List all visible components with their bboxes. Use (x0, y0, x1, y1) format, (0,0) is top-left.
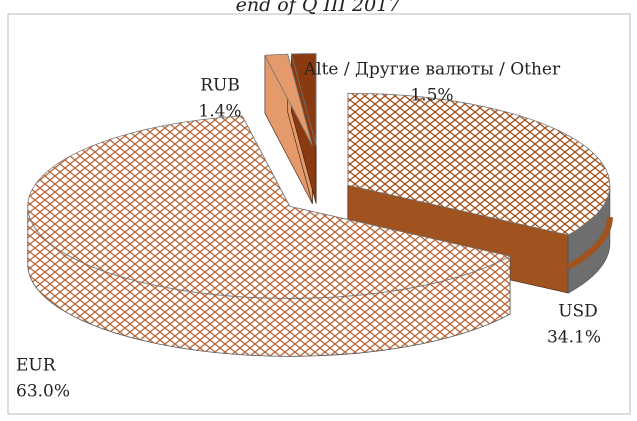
slice (290, 53, 317, 146)
slice (347, 92, 611, 236)
slice-label: USD (558, 302, 598, 322)
slice (27, 115, 512, 299)
slice-value-label: 1.4% (198, 102, 241, 122)
slice-value-label: 34.1% (547, 328, 601, 348)
slice-value-label: 63.0% (16, 382, 70, 402)
slice-label: RUB (200, 76, 240, 96)
slice (264, 53, 313, 146)
slice-label: EUR (16, 356, 57, 376)
slice-value-label: 1.5% (410, 86, 453, 106)
chart-title: end of Q III 2017 (236, 0, 402, 16)
slice-side (566, 216, 613, 270)
slice-label: Alte / Другие валюты / Other (303, 60, 561, 80)
slice-tops (27, 53, 611, 299)
